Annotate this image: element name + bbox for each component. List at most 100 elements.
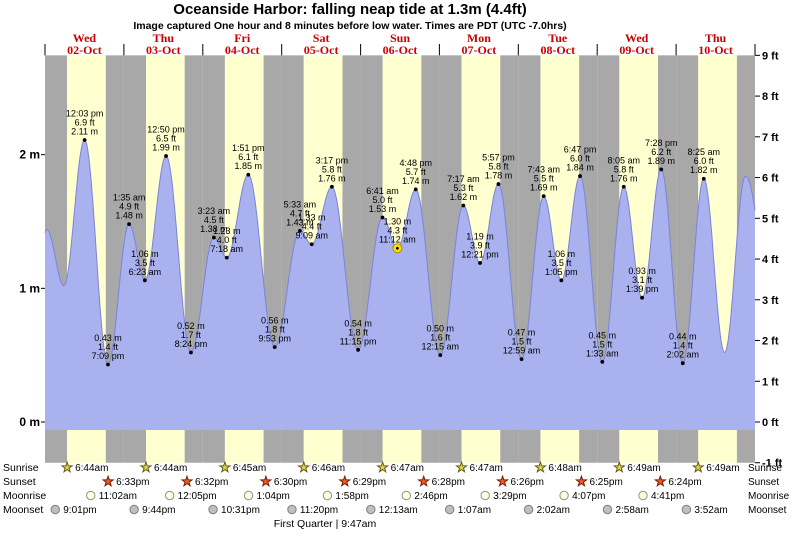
tide-point-label: 5:33 am bbox=[284, 199, 317, 209]
tide-point-label: 0.44 m bbox=[669, 332, 697, 342]
y-axis-ft-label: 0 ft bbox=[762, 417, 779, 429]
sunrise-time: 6:49am bbox=[706, 463, 739, 474]
day-boundary-ticks bbox=[44, 44, 756, 56]
tide-point-label: 1.82 m bbox=[690, 165, 718, 175]
moonset-circle-icon bbox=[602, 504, 613, 515]
tide-point-label: 0.43 m bbox=[94, 333, 122, 343]
tide-point-label: 8:05 am bbox=[608, 155, 641, 165]
tide-point-label: 1:35 am bbox=[113, 193, 146, 203]
tide-point-label: 3.5 ft bbox=[135, 258, 156, 268]
tide-point-label: 1.85 m bbox=[235, 161, 263, 171]
day-date-label: 07-Oct bbox=[462, 43, 497, 57]
tide-point-label: 1.8 ft bbox=[348, 327, 369, 337]
sunset-row-label-right: Sunset bbox=[748, 477, 780, 488]
tide-point-dot bbox=[478, 261, 482, 265]
tide-point-label: 0.50 m bbox=[427, 324, 455, 334]
tide-point-label: 6:23 am bbox=[129, 267, 162, 277]
tide-point-label: 4.9 ft bbox=[119, 202, 140, 212]
day-name-label: Sat bbox=[313, 31, 330, 45]
sunset-star-icon bbox=[259, 474, 273, 488]
tide-point-label: 1.62 m bbox=[450, 192, 478, 202]
sunrise-star-icon bbox=[533, 460, 548, 474]
y-axis-m-label: 2 m bbox=[19, 148, 40, 162]
moonset-circle-icon bbox=[681, 504, 692, 515]
tide-point-label: 6:47 pm bbox=[564, 145, 597, 155]
moonset-circle-icon bbox=[366, 504, 376, 515]
sunset-time: 6:32pm bbox=[195, 477, 228, 488]
tide-point-dot bbox=[559, 278, 564, 283]
day-name-label: Thu bbox=[153, 31, 175, 45]
tide-point-label: 7:43 am bbox=[527, 165, 560, 175]
tide-point-dot bbox=[189, 350, 193, 355]
chart-subtitle: Image captured One hour and 8 minutes be… bbox=[133, 20, 567, 32]
y-axis-ft-label: 3 ft bbox=[762, 295, 779, 307]
tide-point-label: 4:48 pm bbox=[400, 158, 433, 168]
day-name-label: Wed bbox=[625, 31, 649, 45]
sunrise-time: 6:49am bbox=[627, 463, 660, 474]
moonrise-circle-icon bbox=[559, 490, 569, 501]
tide-point-dot bbox=[600, 359, 605, 364]
tide-point-label: 7:28 pm bbox=[645, 138, 678, 148]
tide-point-dot bbox=[356, 347, 360, 352]
tide-point-dot bbox=[438, 353, 443, 358]
sunrise-row-label-left: Sunrise bbox=[3, 462, 39, 474]
tide-point-label: 12:15 am bbox=[422, 342, 460, 352]
sunset-star-icon bbox=[653, 474, 667, 488]
tide-point-label: 3:23 am bbox=[198, 206, 231, 216]
moonrise-time: 11:02am bbox=[99, 491, 137, 502]
sunset-time: 6:33pm bbox=[116, 477, 149, 488]
moonset-circle-icon bbox=[129, 504, 139, 515]
day-date-label: 06-Oct bbox=[383, 43, 418, 57]
sunset-star-icon bbox=[338, 474, 352, 488]
tide-point-dot bbox=[142, 278, 147, 283]
y-axis-m-label: 1 m bbox=[19, 281, 40, 295]
tide-point-label: 1.06 m bbox=[131, 249, 159, 259]
moonrise-circle-icon bbox=[480, 490, 490, 501]
tide-point-dot bbox=[272, 345, 277, 350]
tide-point-label: 1.8 ft bbox=[265, 325, 286, 335]
tide-point-label: 1.33 m bbox=[298, 213, 326, 223]
sunset-star-icon bbox=[495, 474, 510, 488]
moonset-time: 9:44pm bbox=[142, 505, 175, 516]
day-date-label: 05-Oct bbox=[304, 43, 339, 57]
y-axis-ft-label: 9 ft bbox=[762, 50, 779, 62]
tide-point-label: 12:21 pm bbox=[461, 249, 499, 259]
tide-point-label: 1.30 m bbox=[384, 217, 412, 227]
moonrise-time: 1:58pm bbox=[335, 491, 368, 502]
sunset-time: 6:29pm bbox=[353, 477, 386, 488]
tide-point-label: 1.48 m bbox=[115, 211, 143, 221]
tide-point-label: 1.06 m bbox=[548, 249, 576, 259]
moonset-time: 12:13am bbox=[379, 505, 418, 516]
tide-point-dot bbox=[701, 176, 706, 181]
tide-point-label: 1.4 ft bbox=[673, 341, 694, 351]
tide-point-label: 5:57 pm bbox=[482, 153, 515, 163]
tide-point-dot bbox=[246, 172, 251, 177]
sun-moon-rows: 6:44am 6:44am 6:45am 6:46am 6:47am 6:47am 6:48… bbox=[50, 460, 740, 516]
tide-point-label: 1:33 am bbox=[586, 348, 619, 358]
tide-point-label: 0.56 m bbox=[261, 316, 289, 326]
tide-point-label: 1.6 ft bbox=[430, 333, 451, 343]
tide-point-dot bbox=[127, 222, 131, 227]
sunset-star-icon bbox=[101, 474, 115, 488]
tide-point-label: 1.38 m bbox=[200, 224, 228, 234]
sunrise-time: 6:44am bbox=[75, 463, 108, 474]
tide-point-label: 1:51 pm bbox=[232, 143, 265, 153]
day-date-label: 10-Oct bbox=[698, 43, 733, 57]
tide-point-label: 12:50 pm bbox=[147, 125, 185, 135]
moonrise-row-label-left: Moonrise bbox=[3, 490, 47, 502]
y-axis-ft-label: 7 ft bbox=[762, 132, 779, 144]
moonset-circle-icon bbox=[287, 504, 297, 515]
sunset-time: 6:25pm bbox=[589, 477, 622, 488]
current-tide-dot bbox=[395, 246, 399, 250]
tide-point-dot bbox=[541, 194, 546, 199]
tide-point-label: 1.76 m bbox=[610, 173, 638, 183]
tide-point-label: 1.5 ft bbox=[592, 339, 613, 349]
tide-point-label: 11:12 am bbox=[379, 235, 416, 245]
tide-point-label: 0.52 m bbox=[177, 321, 205, 331]
tide-point-label: 9:53 pm bbox=[258, 334, 291, 344]
tide-point-label: 5.7 ft bbox=[406, 167, 427, 177]
sunrise-time: 6:44am bbox=[154, 463, 187, 474]
moonset-time: 3:52am bbox=[694, 505, 727, 516]
tide-point-label: 1.69 m bbox=[530, 183, 558, 193]
tide-area-fill bbox=[45, 140, 755, 430]
